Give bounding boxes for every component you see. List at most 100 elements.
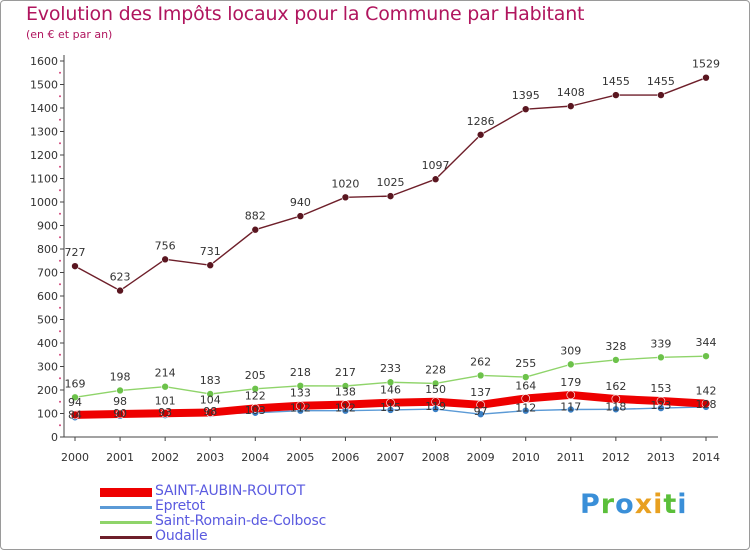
data-point-saint-romain-de-colbosc (116, 386, 124, 395)
y-minor-tick (59, 95, 61, 98)
data-point-oudalle (116, 286, 124, 295)
legend-swatch (100, 536, 152, 539)
x-tick-label: 2008 (422, 451, 450, 464)
y-tick-label: 1200 (30, 149, 58, 162)
data-point-saint-romain-de-colbosc (612, 356, 620, 364)
data-point-saint-aubin-routot (476, 400, 485, 410)
data-label-oudalle: 756 (155, 239, 176, 252)
data-label-oudalle: 1286 (467, 115, 495, 128)
x-tick-label: 2000 (61, 451, 89, 464)
x-tick-label: 2010 (512, 451, 540, 464)
legend-item: Epretot (100, 499, 360, 515)
data-label-saint-romain-de-colbosc: 218 (290, 366, 311, 379)
data-label-epretot: 112 (335, 402, 356, 415)
data-label-saint-aubin-routot: 153 (650, 382, 671, 395)
y-tick-label: 800 (37, 243, 58, 256)
data-point-saint-aubin-routot (656, 396, 666, 406)
data-label-saint-aubin-routot: 98 (113, 395, 127, 408)
data-label-saint-aubin-routot: 142 (696, 385, 717, 398)
logo-letter: r (600, 489, 616, 520)
data-label-saint-romain-de-colbosc: 233 (380, 362, 401, 375)
x-tick-label: 2001 (106, 451, 134, 464)
data-label-saint-romain-de-colbosc: 255 (515, 357, 536, 370)
x-tick-label: 2011 (557, 451, 585, 464)
data-point-oudalle (657, 91, 665, 99)
data-point-epretot (612, 405, 620, 414)
x-tick-label: 2007 (377, 451, 405, 464)
data-label-epretot: 90 (113, 407, 127, 420)
data-point-oudalle (476, 130, 485, 139)
legend-item: SAINT-AUBIN-ROUTOT (100, 484, 360, 500)
data-label-saint-romain-de-colbosc: 309 (560, 344, 581, 357)
x-tick-label: 2014 (692, 451, 720, 464)
data-label-oudalle: 1455 (647, 75, 675, 88)
data-point-oudalle (251, 225, 260, 234)
data-label-epretot: 112 (515, 402, 536, 415)
y-tick-label: 0 (51, 431, 58, 444)
data-point-saint-aubin-routot (160, 408, 170, 418)
data-label-epretot: 118 (605, 400, 626, 413)
data-label-saint-romain-de-colbosc: 262 (470, 355, 491, 368)
x-tick-label: 2006 (331, 451, 359, 464)
data-point-oudalle (612, 91, 620, 99)
data-label-saint-aubin-routot: 150 (425, 383, 446, 396)
data-label-saint-aubin-routot: 122 (245, 389, 266, 402)
data-label-oudalle: 1408 (557, 86, 585, 99)
data-label-oudalle: 940 (290, 196, 311, 209)
data-point-saint-romain-de-colbosc (206, 390, 215, 398)
data-point-saint-aubin-routot (205, 408, 215, 417)
data-point-saint-romain-de-colbosc (476, 371, 485, 380)
y-tick-label: 700 (37, 267, 58, 280)
y-tick-label: 1400 (30, 102, 58, 115)
logo-letter: P (580, 489, 601, 520)
data-label-oudalle: 1395 (512, 89, 540, 102)
data-point-saint-romain-de-colbosc (386, 378, 395, 387)
data-label-saint-aubin-routot: 179 (560, 376, 581, 389)
data-label-saint-romain-de-colbosc: 169 (65, 377, 86, 390)
data-label-saint-aubin-routot: 138 (335, 386, 356, 399)
data-label-saint-aubin-routot: 146 (380, 384, 401, 397)
data-label-saint-romain-de-colbosc: 217 (335, 366, 356, 379)
y-minor-tick (59, 142, 61, 145)
data-point-epretot (521, 406, 530, 415)
data-label-epretot: 112 (290, 402, 311, 415)
data-point-oudalle (296, 212, 305, 220)
x-tick-label: 2013 (647, 451, 675, 464)
y-minor-tick (59, 400, 61, 403)
data-point-saint-aubin-routot (70, 410, 80, 420)
data-label-epretot: 84 (68, 408, 82, 421)
legend-swatch (100, 521, 152, 524)
x-tick-label: 2009 (467, 451, 495, 464)
y-tick-label: 200 (37, 384, 58, 397)
y-minor-tick (59, 330, 61, 333)
data-label-saint-aubin-routot: 162 (605, 380, 626, 393)
data-point-saint-romain-de-colbosc (251, 385, 260, 393)
data-label-saint-romain-de-colbosc: 339 (650, 337, 671, 350)
y-tick-label: 1000 (30, 196, 58, 209)
data-label-oudalle: 1097 (422, 159, 450, 172)
data-point-oudalle (341, 193, 350, 202)
legend-swatch (100, 506, 152, 509)
data-label-epretot: 93 (158, 406, 172, 419)
y-minor-tick (59, 189, 61, 192)
y-tick-label: 1500 (30, 79, 58, 92)
data-label-oudalle: 731 (200, 245, 221, 258)
data-label-oudalle: 1025 (377, 176, 405, 189)
y-minor-tick (59, 259, 61, 262)
data-point-saint-aubin-routot (566, 390, 576, 400)
data-label-saint-romain-de-colbosc: 183 (200, 374, 221, 387)
data-label-epretot: 115 (380, 401, 401, 414)
data-point-saint-aubin-routot (431, 397, 440, 407)
x-tick-label: 2002 (151, 451, 179, 464)
data-point-saint-aubin-routot (386, 398, 395, 407)
x-tick-label: 2004 (241, 451, 269, 464)
legend-item: Oudalle (100, 529, 360, 545)
data-label-saint-aubin-routot: 137 (470, 386, 491, 399)
data-label-saint-romain-de-colbosc: 205 (245, 369, 266, 382)
data-point-oudalle (71, 262, 79, 270)
data-label-epretot: 123 (650, 399, 671, 412)
data-label-oudalle: 1455 (602, 75, 630, 88)
data-label-saint-aubin-routot: 133 (290, 387, 311, 400)
